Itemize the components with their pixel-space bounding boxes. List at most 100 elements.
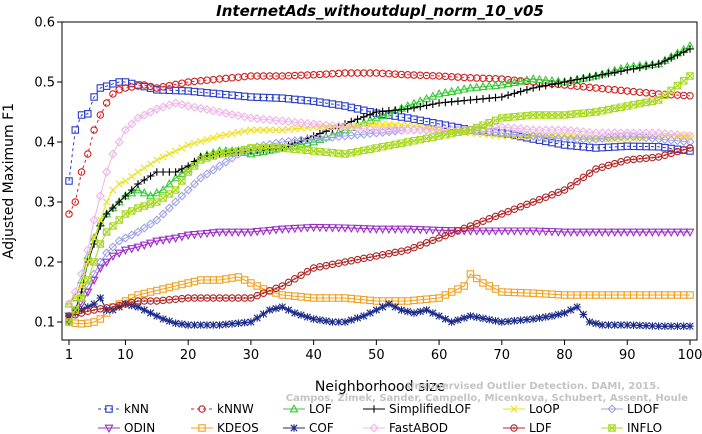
- point-lof: [302, 138, 312, 147]
- point-lof: [321, 132, 331, 141]
- point-ldf: [479, 217, 487, 225]
- point-fastabod: [647, 128, 657, 138]
- legend-item-fastabod: FastABOD: [363, 421, 448, 434]
- point-cof: [435, 312, 443, 320]
- point-odin: [208, 229, 218, 238]
- point-cof: [422, 306, 431, 314]
- point-cof: [284, 306, 293, 314]
- point-inflo: [416, 135, 425, 144]
- point-odin: [509, 227, 519, 236]
- series-fastabod: [64, 98, 695, 309]
- point-loop: [253, 126, 261, 134]
- point-knnw: [84, 150, 92, 158]
- point-cof: [560, 309, 569, 317]
- point-cof: [429, 309, 437, 317]
- point-fastabod: [265, 115, 275, 125]
- point-cof: [84, 303, 92, 311]
- point-fastabod: [70, 287, 80, 297]
- point-inflo: [504, 113, 512, 122]
- point-ldf: [686, 144, 694, 152]
- point-cof: [90, 300, 98, 308]
- point-simplifiedlof: [604, 69, 613, 78]
- point-odin: [384, 225, 394, 234]
- point-lof: [447, 86, 457, 95]
- point-cof: [554, 310, 563, 319]
- point-ldf: [592, 165, 600, 173]
- point-loop: [416, 123, 424, 131]
- point-ldof: [221, 157, 231, 167]
- point-loop: [197, 137, 205, 145]
- point-ldof: [509, 129, 519, 139]
- point-cof: [234, 319, 243, 327]
- point-cof: [397, 306, 406, 314]
- point-cof: [466, 312, 475, 320]
- point-odin: [616, 228, 626, 237]
- point-cof: [504, 317, 512, 326]
- point-fastabod: [271, 115, 281, 125]
- point-inflo: [579, 109, 588, 117]
- point-odin: [610, 228, 620, 237]
- point-odin: [578, 228, 588, 237]
- point-odin: [371, 225, 381, 234]
- point-fastabod: [327, 121, 338, 131]
- x-tick-label: 40: [305, 348, 322, 363]
- point-cof: [366, 309, 374, 317]
- point-ldof: [628, 132, 639, 142]
- point-simplifiedlof: [115, 198, 123, 206]
- point-fastabod: [183, 101, 193, 111]
- point-ldf: [447, 229, 456, 237]
- point-inflo: [121, 210, 130, 218]
- point-inflo: [510, 113, 519, 121]
- point-inflo: [366, 145, 374, 153]
- point-fastabod: [421, 125, 432, 135]
- point-fastabod: [578, 127, 588, 137]
- point-fastabod: [283, 117, 294, 127]
- point-fastabod: [352, 123, 363, 133]
- point-cof: [353, 314, 362, 322]
- point-fastabod: [258, 114, 269, 124]
- point-cof: [115, 303, 123, 311]
- point-odin: [265, 226, 275, 236]
- point-fastabod: [114, 137, 124, 147]
- point-simplifiedlof: [485, 94, 494, 102]
- point-cof: [140, 306, 149, 314]
- point-odin: [202, 229, 212, 239]
- legend-item-ldof: LDOF: [601, 402, 659, 416]
- point-inflo: [84, 276, 92, 284]
- point-ldof: [497, 128, 507, 138]
- point-fastabod: [434, 125, 444, 135]
- point-odin: [585, 228, 595, 237]
- legend-item-knnw: kNNW: [191, 402, 254, 416]
- legend-marker: [607, 404, 617, 414]
- point-fastabod: [95, 191, 105, 201]
- point-odin: [346, 224, 356, 233]
- point-simplifiedlof: [134, 180, 142, 188]
- point-ldf: [529, 198, 537, 206]
- x-tick-label: 50: [368, 348, 385, 363]
- x-tick-label: 80: [556, 348, 573, 363]
- point-odin: [660, 228, 670, 237]
- point-loop: [241, 127, 249, 135]
- point-fastabod: [415, 125, 425, 135]
- point-fastabod: [102, 167, 112, 177]
- point-odin: [622, 228, 632, 237]
- point-simplifiedlof: [422, 101, 431, 110]
- point-ldf: [573, 177, 581, 186]
- point-ldf: [291, 275, 299, 283]
- point-fastabod: [290, 117, 300, 127]
- point-ldof: [647, 133, 657, 143]
- point-odin: [221, 228, 231, 237]
- point-simplifiedlof: [504, 91, 512, 99]
- point-inflo: [422, 134, 431, 143]
- point-loop: [291, 125, 299, 133]
- point-cof: [171, 319, 180, 327]
- point-fastabod: [547, 125, 557, 135]
- point-ldof: [522, 130, 532, 140]
- chart-title: InternetAds_withoutdupl_norm_10_v05: [216, 2, 544, 20]
- point-fastabod: [509, 123, 519, 133]
- point-fastabod: [672, 130, 683, 140]
- point-odin: [553, 228, 563, 237]
- point-odin: [365, 225, 375, 234]
- point-inflo: [178, 177, 186, 185]
- point-ldof: [578, 134, 588, 144]
